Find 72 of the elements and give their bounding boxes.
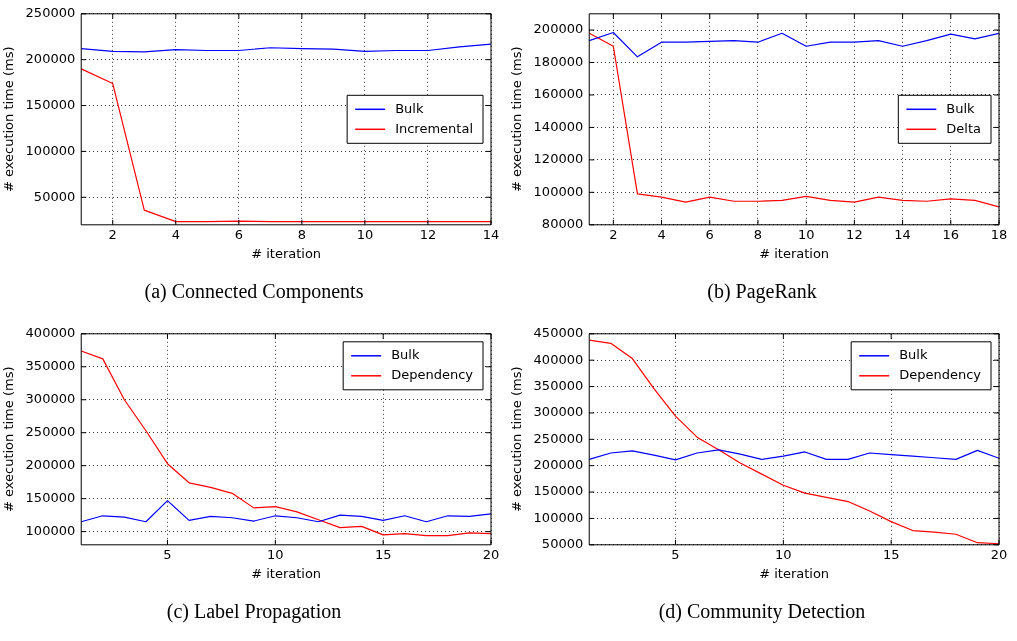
x-tick-label: 14 xyxy=(482,226,500,242)
x-tick-label: 10 xyxy=(267,546,284,562)
y-tick-label: 450000 xyxy=(533,325,584,341)
y-tick-label: 150000 xyxy=(25,490,76,506)
y-tick-label: 100000 xyxy=(25,522,76,538)
x-tick-label: 4 xyxy=(657,226,666,242)
y-tick-label: 200000 xyxy=(533,21,584,37)
legend-label: Incremental xyxy=(395,120,474,136)
x-tick-label: 2 xyxy=(108,226,117,242)
x-tick-label: 8 xyxy=(297,226,307,242)
y-tick-label: 400000 xyxy=(25,325,76,341)
text: (a) Connected Components xyxy=(143,280,365,303)
y-tick-label: 200000 xyxy=(25,457,76,473)
y-tick-label: 120000 xyxy=(533,151,584,167)
y-tick-label: 300000 xyxy=(25,391,76,407)
x-tick-label: 20 xyxy=(990,546,1008,562)
x-tick-label: 12 xyxy=(419,226,437,242)
legend-label: Dependency xyxy=(391,367,474,383)
legend-label: Dependency xyxy=(899,367,982,383)
y-tick-label: 150000 xyxy=(25,96,76,112)
y-tick-label: 50000 xyxy=(541,536,584,552)
y-tick-label: 400000 xyxy=(533,351,584,367)
y-tick-label: 100000 xyxy=(25,142,76,158)
y-tick-label: 180000 xyxy=(533,53,584,69)
y-tick-label: 80000 xyxy=(541,216,584,232)
x-axis-title: # iteration xyxy=(759,565,830,581)
text: (d) Community Detection xyxy=(657,600,867,623)
x-tick-label: 14 xyxy=(894,226,911,242)
y-axis-title: # execution time (ms) xyxy=(509,366,525,513)
y-axis-title: # execution time (ms) xyxy=(509,46,525,193)
x-tick-label: 4 xyxy=(171,226,180,242)
text: (b) PageRank xyxy=(706,280,818,303)
y-tick-label: 250000 xyxy=(533,430,584,446)
legend-label: Bulk xyxy=(391,347,420,363)
legend-label: Bulk xyxy=(946,100,976,116)
x-tick-label: 6 xyxy=(234,226,243,242)
x-tick-label: 15 xyxy=(882,546,900,562)
y-tick-label: 350000 xyxy=(533,377,584,393)
y-tick-label: 300000 xyxy=(533,404,584,420)
legend-label: Bulk xyxy=(395,100,424,116)
x-tick-label: 5 xyxy=(163,546,172,562)
x-tick-label: 10 xyxy=(797,226,815,242)
x-tick-label: 10 xyxy=(356,226,374,242)
x-axis-title: # iteration xyxy=(251,565,322,581)
y-axis-title: # execution time (ms) xyxy=(1,46,17,193)
x-tick-label: 8 xyxy=(753,226,763,242)
y-axis-title: # execution time (ms) xyxy=(1,366,17,513)
y-tick-label: 200000 xyxy=(25,51,76,67)
y-tick-label: 50000 xyxy=(33,188,76,204)
x-tick-label: 10 xyxy=(775,546,792,562)
x-axis-title: # iteration xyxy=(759,245,830,261)
text: (c) Label Propagation xyxy=(165,600,343,623)
y-tick-label: 140000 xyxy=(533,118,584,134)
y-tick-label: 350000 xyxy=(25,358,76,374)
x-tick-label: 15 xyxy=(374,546,392,562)
x-tick-label: 18 xyxy=(990,226,1008,242)
legend-label: Bulk xyxy=(899,347,928,363)
x-tick-label: 5 xyxy=(671,546,680,562)
y-tick-label: 250000 xyxy=(25,5,76,21)
y-tick-label: 150000 xyxy=(533,483,584,499)
x-tick-label: 2 xyxy=(609,226,618,242)
x-tick-label: 6 xyxy=(705,226,714,242)
legend-label: Delta xyxy=(946,120,981,136)
x-tick-label: 20 xyxy=(482,546,500,562)
x-axis-title: # iteration xyxy=(251,245,322,261)
y-tick-label: 250000 xyxy=(25,424,76,440)
y-tick-label: 100000 xyxy=(533,509,584,525)
y-tick-label: 160000 xyxy=(533,86,584,102)
x-tick-label: 16 xyxy=(942,226,960,242)
y-tick-label: 200000 xyxy=(533,457,584,473)
x-tick-label: 12 xyxy=(846,226,863,242)
y-tick-label: 100000 xyxy=(533,183,584,199)
